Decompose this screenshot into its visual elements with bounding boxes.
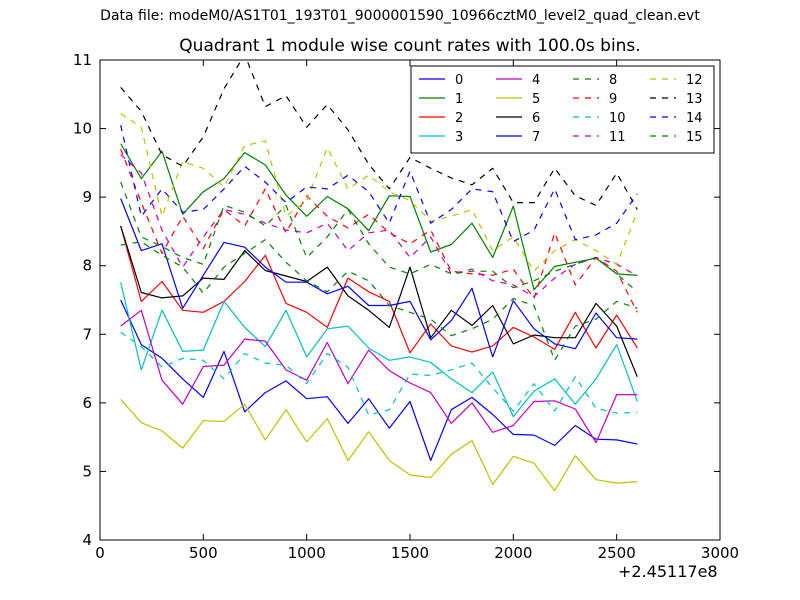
y-tick-label: 9 <box>82 188 92 206</box>
series-line-9 <box>120 148 638 313</box>
legend-label-4: 4 <box>532 73 540 88</box>
legend-label-12: 12 <box>686 73 703 88</box>
data-file-suptitle: Data file: modeM0/AS1T01_193T01_90000015… <box>100 8 700 24</box>
series-line-0 <box>120 299 638 462</box>
x-tick-label: 2000 <box>494 544 532 562</box>
legend-box <box>410 65 715 154</box>
legend-label-15: 15 <box>686 130 703 145</box>
series-line-3 <box>120 282 638 418</box>
legend-label-5: 5 <box>532 92 540 107</box>
series-line-10 <box>120 331 638 416</box>
legend-label-1: 1 <box>455 92 463 107</box>
y-tick-label: 5 <box>82 462 92 480</box>
series-line-4 <box>120 309 638 444</box>
legend-label-9: 9 <box>609 92 617 107</box>
x-tick-label: 2500 <box>598 544 636 562</box>
y-tick-label: 8 <box>82 257 92 275</box>
series-line-1 <box>120 143 638 291</box>
chart-title: Quadrant 1 module wise count rates with … <box>179 36 641 56</box>
series-line-11 <box>120 154 638 298</box>
x-axis-offset-label: +2.45117e8 <box>618 562 718 581</box>
y-tick-label: 10 <box>73 120 92 138</box>
series-line-14 <box>120 124 638 243</box>
x-tick-label: 3000 <box>701 544 739 562</box>
y-tick-label: 11 <box>73 51 92 69</box>
legend-label-2: 2 <box>455 111 463 126</box>
legend-label-10: 10 <box>609 111 626 126</box>
y-tick-label: 7 <box>82 325 92 343</box>
y-tick-label: 6 <box>82 394 92 412</box>
series-line-2 <box>120 225 638 354</box>
series-line-13 <box>120 60 638 210</box>
x-tick-label: 0 <box>95 544 105 562</box>
legend-label-0: 0 <box>455 73 463 88</box>
y-tick-label: 4 <box>82 531 92 549</box>
legend-label-7: 7 <box>532 130 540 145</box>
series-line-15 <box>120 181 638 293</box>
series-line-6 <box>120 225 638 378</box>
x-tick-label: 1000 <box>288 544 326 562</box>
series-line-8 <box>120 239 638 361</box>
legend-label-11: 11 <box>609 130 626 145</box>
x-tick-label: 1500 <box>391 544 429 562</box>
series-line-5 <box>120 399 638 492</box>
legend-label-3: 3 <box>455 130 463 145</box>
legend-label-8: 8 <box>609 73 617 88</box>
legend-label-6: 6 <box>532 111 540 126</box>
series-line-7 <box>120 198 638 358</box>
legend-label-14: 14 <box>686 111 703 126</box>
x-tick-label: 500 <box>189 544 218 562</box>
series-group <box>120 60 638 492</box>
legend-label-13: 13 <box>686 92 703 107</box>
